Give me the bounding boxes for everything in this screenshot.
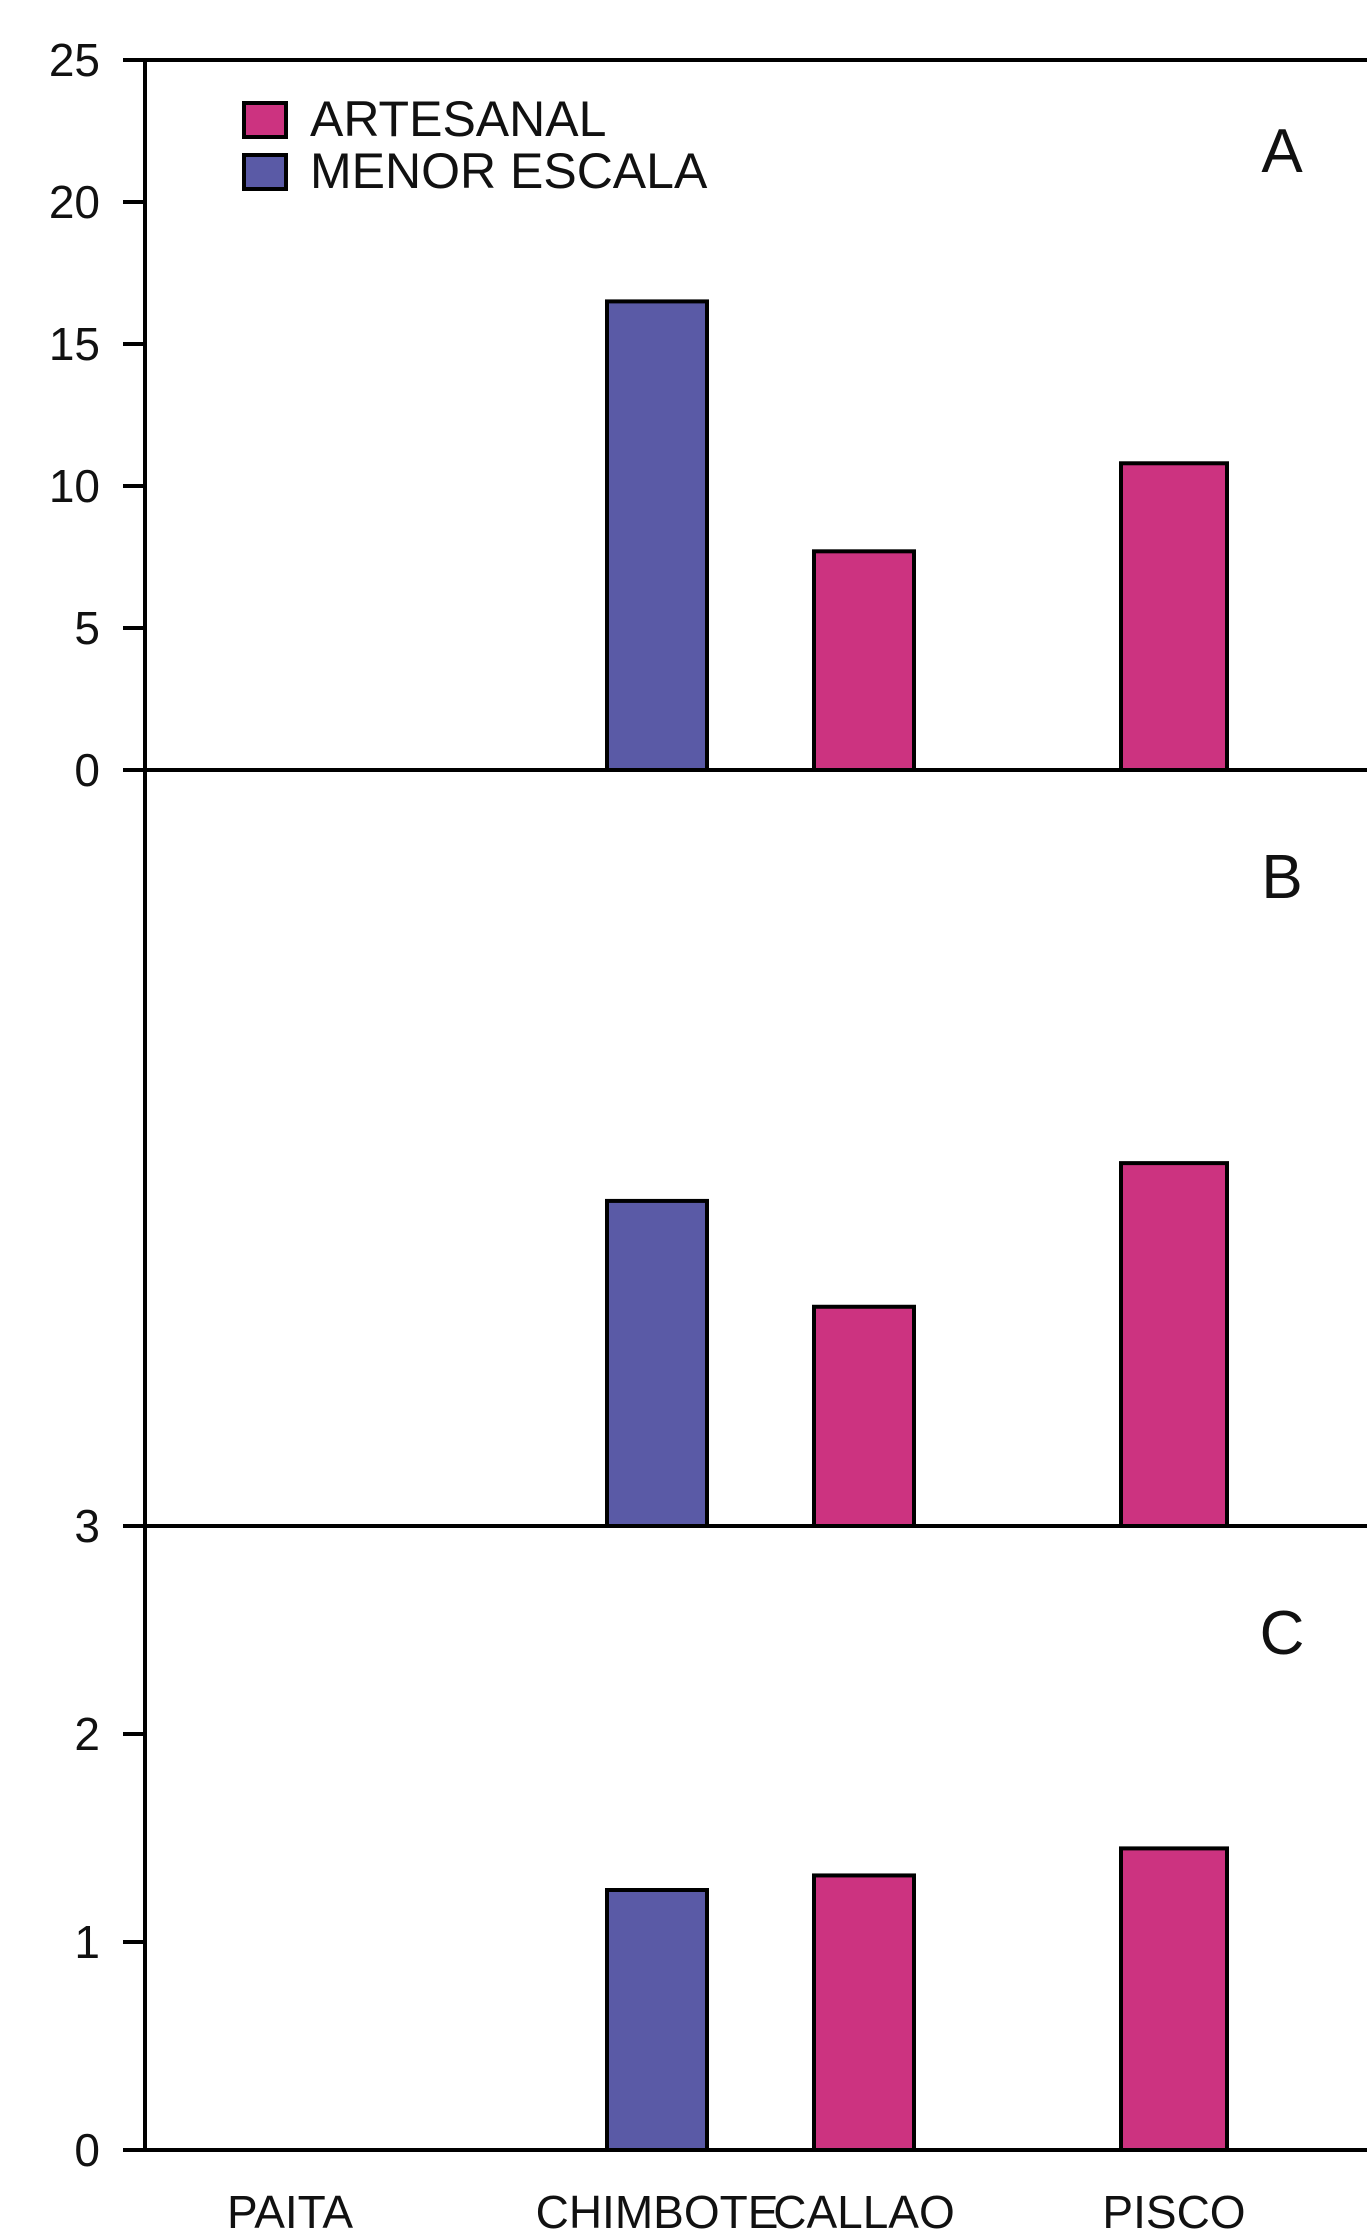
panel-letter-c: C [1260,1599,1305,1668]
ytick-label: 15 [49,318,100,370]
category-label-chimbote: CHIMBOTE [536,2186,779,2230]
ytick-label: 10 [49,460,100,512]
ytick-label: 1 [74,1916,100,1968]
category-label-pisco: PISCO [1102,2186,1245,2230]
legend-label-artesanal: ARTESANAL [310,91,606,147]
bar-panel-b-callao [812,1304,916,1529]
category-label-callao: CALLAO [773,2186,955,2230]
ytick-label: 3 [74,1500,100,1552]
bar-panel-c-pisco [1119,1846,1229,2153]
ytick-label: 0 [74,744,100,796]
bar-panel-a-pisco [1119,461,1229,772]
legend-swatch-artesanal [242,101,288,139]
ytick-label: 20 [49,176,100,228]
bar-panel-a-callao [812,549,916,772]
category-label-paita: PAITA [227,2186,353,2230]
panel-letter-b: B [1261,843,1302,912]
legend-label-menor-escala: MENOR ESCALA [310,143,708,199]
bar-panel-c-callao [812,1873,916,2152]
bar-panel-b-chimbote [605,1198,709,1529]
ytick-label: 0 [74,2124,100,2176]
ytick-label: 5 [74,602,100,654]
ytick-label: 25 [49,34,100,86]
bar-panel-b-pisco [1119,1161,1229,1528]
bar-panel-c-chimbote [605,1888,709,2152]
legend-swatch-menor-escala [242,153,288,191]
ytick-label: 2 [74,1708,100,1760]
panel-letter-a: A [1261,117,1303,186]
bar-panel-a-chimbote [605,299,709,772]
